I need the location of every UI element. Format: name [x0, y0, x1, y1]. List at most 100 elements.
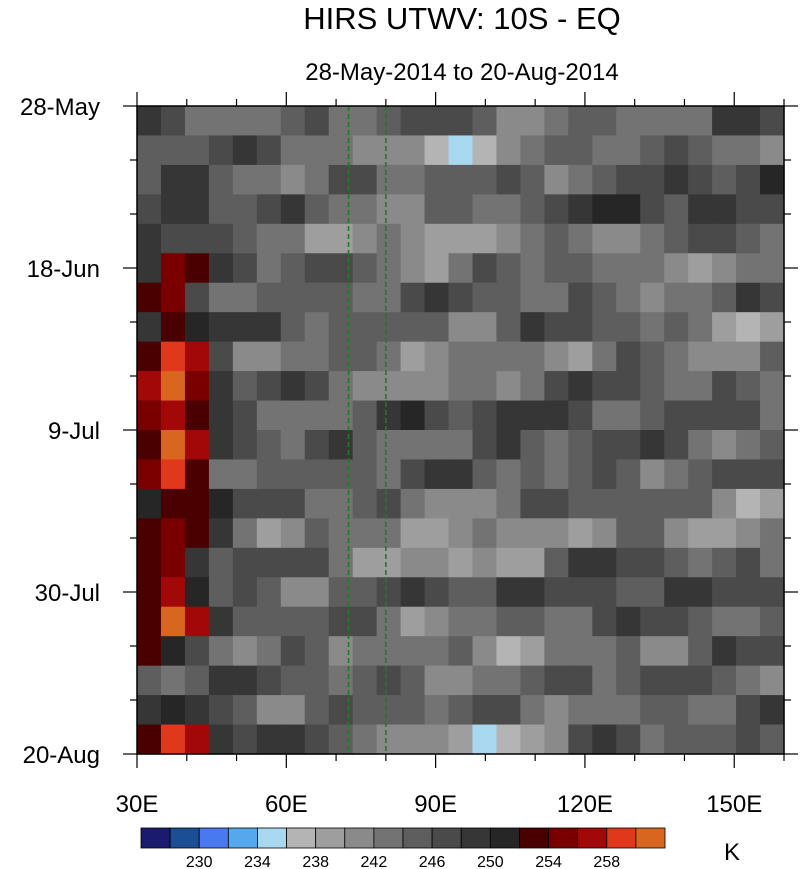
- field-cell: [736, 577, 761, 608]
- field-cell: [664, 488, 689, 519]
- field-cell: [137, 724, 162, 755]
- field-cell: [640, 606, 665, 637]
- field-cell: [664, 636, 689, 667]
- field-cell: [376, 253, 402, 284]
- field-cell: [328, 341, 354, 372]
- colorbar-swatch: [606, 827, 637, 849]
- field-cell: [688, 459, 713, 490]
- field-cell: [496, 282, 521, 313]
- field-cell: [664, 282, 689, 313]
- colorbar-swatch: [257, 827, 287, 849]
- field-cell: [160, 577, 186, 608]
- field-cell: [472, 106, 498, 137]
- field-cell: [616, 341, 641, 372]
- field-cell: [448, 371, 474, 402]
- field-cell: [592, 695, 617, 726]
- field-cell: [160, 724, 186, 755]
- field-cell: [472, 312, 498, 343]
- field-cell: [160, 164, 186, 195]
- field-cell: [736, 430, 761, 461]
- colorbar-label: 258: [593, 854, 620, 869]
- field-cell: [376, 518, 402, 549]
- colorbar-label: 234: [244, 854, 271, 869]
- field-cell: [208, 371, 234, 402]
- field-cell: [472, 164, 498, 195]
- field-cell: [400, 695, 426, 726]
- field-cell: [496, 459, 521, 490]
- field-cell: [496, 636, 521, 667]
- field-cell: [664, 547, 689, 578]
- field-cell: [664, 106, 689, 137]
- field-cell: [640, 223, 665, 254]
- field-cell: [496, 106, 521, 137]
- field-cell: [472, 400, 498, 431]
- field-cell: [256, 135, 282, 166]
- field-cell: [736, 459, 761, 490]
- field-cell: [592, 312, 617, 343]
- field-cell: [137, 518, 162, 549]
- field-cell: [328, 459, 354, 490]
- field-cell: [664, 223, 689, 254]
- field-cell: [280, 282, 306, 313]
- field-cell: [496, 488, 521, 519]
- field-cell: [592, 282, 617, 313]
- field-cell: [256, 518, 282, 549]
- field-cell: [736, 636, 761, 667]
- field-cell: [184, 636, 210, 667]
- field-cell: [280, 106, 306, 137]
- field-cell: [760, 636, 785, 667]
- field-cell: [400, 665, 426, 696]
- field-cell: [232, 135, 258, 166]
- field-cell: [760, 106, 785, 137]
- field-cell: [376, 488, 402, 519]
- field-cell: [616, 606, 641, 637]
- field-cell: [712, 135, 737, 166]
- field-cell: [376, 577, 402, 608]
- field-cell: [232, 518, 258, 549]
- colorbar-label: 250: [477, 854, 504, 869]
- field-cell: [256, 106, 282, 137]
- field-cell: [760, 282, 785, 313]
- chart-title: HIRS UTWV: 10S - EQ: [303, 1, 621, 36]
- field-cell: [184, 312, 210, 343]
- field-cell: [544, 547, 569, 578]
- field-cell: [400, 547, 426, 578]
- field-cell: [544, 695, 569, 726]
- field-cell: [616, 106, 641, 137]
- field-cell: [472, 253, 498, 284]
- field-cell: [352, 164, 378, 195]
- colorbar-swatch: [489, 827, 520, 849]
- field-cell: [232, 371, 258, 402]
- y-tick-label: 18-Jun: [27, 256, 100, 283]
- field-cell: [160, 459, 186, 490]
- field-cell: [424, 106, 450, 137]
- field-cell: [280, 371, 306, 402]
- field-cell: [304, 636, 330, 667]
- field-cell: [208, 518, 234, 549]
- field-cell: [256, 253, 282, 284]
- field-cell: [184, 400, 210, 431]
- field-cell: [160, 606, 186, 637]
- field-cell: [400, 371, 426, 402]
- colorbar-label: 254: [535, 854, 562, 869]
- field-cell: [424, 430, 450, 461]
- field-cell: [328, 636, 354, 667]
- field-cell: [664, 577, 689, 608]
- x-tick-label: 150E: [706, 791, 762, 818]
- field-cell: [520, 459, 545, 490]
- field-cell: [352, 371, 378, 402]
- field-cell: [496, 724, 521, 755]
- field-cell: [400, 223, 426, 254]
- field-cell: [304, 371, 330, 402]
- field-cell: [304, 164, 330, 195]
- field-cell: [328, 371, 354, 402]
- field-cell: [376, 312, 402, 343]
- field-cell: [280, 665, 306, 696]
- field-cell: [184, 606, 210, 637]
- field-cell: [640, 430, 665, 461]
- field-cell: [592, 665, 617, 696]
- field-cell: [520, 253, 545, 284]
- field-cell: [448, 724, 474, 755]
- field-cell: [304, 400, 330, 431]
